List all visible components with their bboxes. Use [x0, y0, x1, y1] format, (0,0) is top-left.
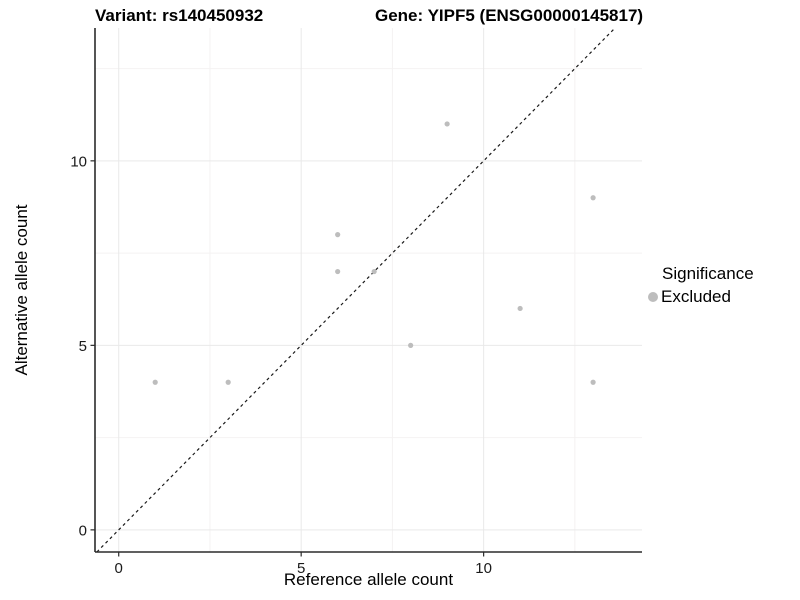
identity-dashed-line	[96, 27, 616, 553]
y-axis-label: Alternative allele count	[12, 204, 31, 376]
y-tick-label: 10	[70, 153, 87, 170]
data-point	[408, 342, 414, 348]
x-tick-label: 0	[115, 560, 123, 577]
plot-title-gene: Gene: YIPF5 (ENSG00000145817)	[375, 6, 644, 25]
data-point	[335, 268, 341, 275]
data-point	[444, 121, 450, 127]
data-point	[590, 195, 596, 201]
data-point	[335, 232, 341, 238]
legend-title: Significance	[662, 264, 754, 283]
y-tick-label: 5	[79, 338, 87, 355]
data-point	[225, 379, 231, 385]
x-tick-label: 5	[297, 560, 305, 577]
y-tick-label: 0	[79, 522, 87, 539]
legend-point-icon	[648, 292, 658, 302]
legend-item-label: Excluded	[661, 287, 731, 306]
plot-title-variant: Variant: rs140450932	[95, 6, 264, 25]
data-point	[371, 268, 377, 275]
legend-item-excluded: Excluded	[645, 287, 754, 307]
data-point	[590, 379, 596, 385]
legend: Significance Excluded	[645, 264, 754, 307]
x-axis-label: Reference allele count	[283, 570, 454, 589]
x-tick-label: 10	[475, 560, 492, 577]
data-point	[152, 379, 158, 385]
data-point	[517, 305, 523, 312]
